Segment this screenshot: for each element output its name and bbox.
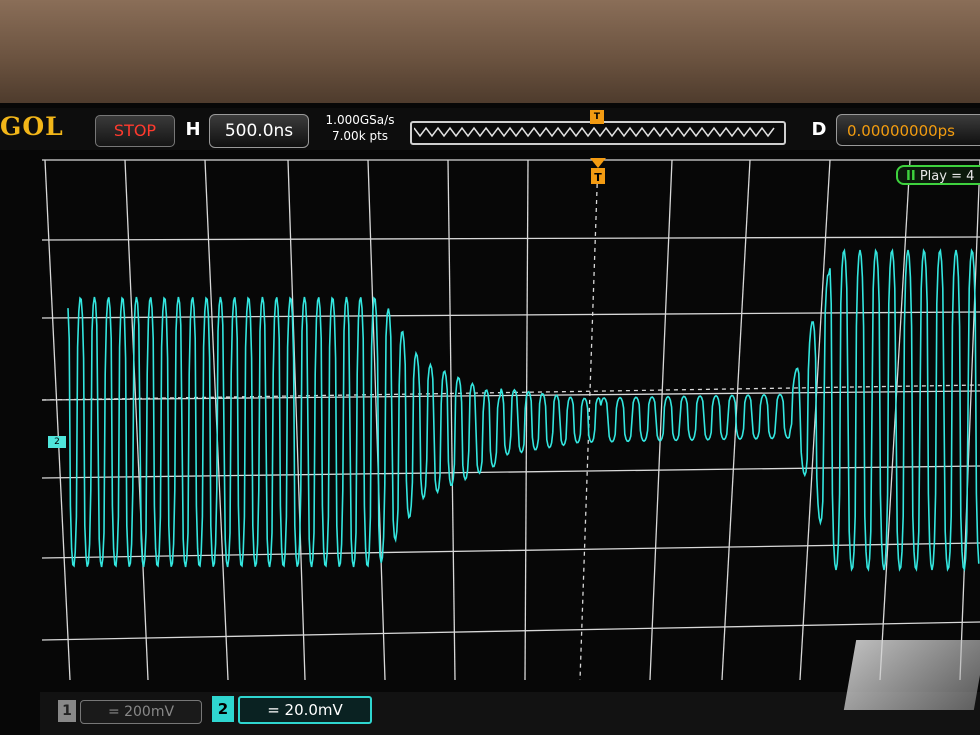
channel-2-trace <box>67 248 980 572</box>
scope-bezel-top <box>0 0 980 110</box>
timebase-readout[interactable]: 500.0ns <box>209 114 309 148</box>
svg-text:T: T <box>594 171 602 184</box>
sample-rate: 1.000GSa/s <box>325 113 395 127</box>
brand-logo: GOL <box>0 112 64 141</box>
screen-glare <box>843 640 980 710</box>
memory-overview-wave <box>414 126 775 138</box>
trigger-marker-screen: T <box>590 158 606 184</box>
play-status-badge[interactable]: II Play = 4 <box>896 165 980 185</box>
channel-2-badge[interactable]: 2 <box>212 696 234 722</box>
play-status-text: Play = 4 <box>919 169 975 184</box>
memory-depth: 7.00k pts <box>331 129 389 143</box>
channel-2-scale[interactable]: = 20.0mV <box>238 696 372 724</box>
channel-2-ground-marker[interactable]: 2 <box>48 436 66 448</box>
horizontal-label: H <box>185 119 201 140</box>
acquisition-info: 1.000GSa/s 7.00k pts <box>318 112 402 144</box>
delay-readout[interactable]: 0.00000000ps <box>836 114 980 146</box>
pause-icon: II <box>906 169 916 184</box>
channel-1-badge[interactable]: 1 <box>58 700 76 722</box>
delay-label: D <box>811 119 827 140</box>
trigger-position-marker[interactable]: T <box>590 110 604 124</box>
run-stop-indicator[interactable]: STOP <box>95 115 175 147</box>
channel-1-scale[interactable]: = 200mV <box>80 700 202 724</box>
